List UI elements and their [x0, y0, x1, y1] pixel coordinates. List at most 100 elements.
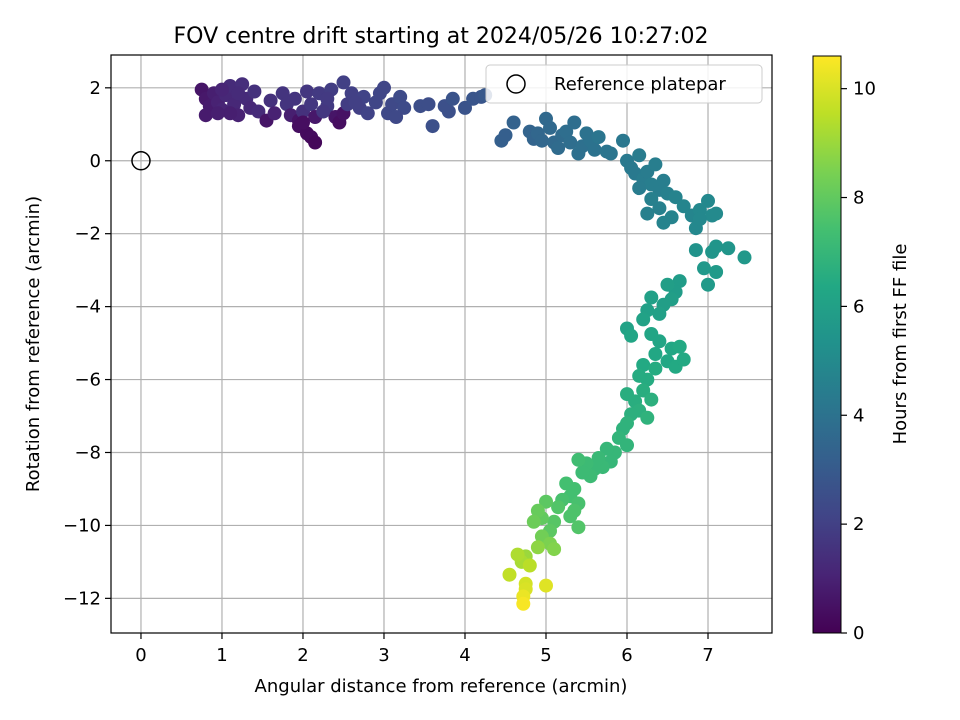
y-tick-label: 0 — [90, 151, 101, 172]
scatter-point — [539, 578, 553, 593]
scatter-point — [701, 277, 715, 292]
scatter-point — [648, 361, 663, 376]
x-tick-label: 3 — [378, 645, 389, 666]
scatter-point — [458, 100, 472, 115]
scatter-point — [640, 410, 655, 425]
scatter-point — [656, 215, 671, 230]
scatter-point — [648, 347, 663, 361]
scatter-point — [660, 277, 675, 292]
y-tick-label: −8 — [74, 442, 101, 463]
scatter-point — [709, 239, 724, 254]
scatter-point — [676, 352, 691, 367]
scatter-point — [251, 104, 266, 119]
scatter-point — [709, 206, 724, 221]
x-tick-label: 1 — [216, 645, 227, 666]
scatter-point — [721, 241, 736, 256]
points-layer — [194, 75, 752, 611]
colorbar-tick-label: 4 — [853, 405, 864, 426]
scatter-point — [697, 261, 711, 276]
scatter-point — [296, 115, 310, 130]
scatter-point — [656, 173, 671, 188]
scatter-point — [526, 514, 541, 529]
scatter-point — [737, 250, 752, 265]
colorbar-label: Hours from first FF file — [890, 244, 911, 445]
scatter-point — [275, 86, 290, 101]
scatter-point — [559, 124, 574, 139]
scatter-point — [421, 97, 436, 112]
scatter-point — [632, 181, 647, 196]
x-ticks: 0 1 2 3 4 5 6 7 — [135, 633, 714, 666]
y-tick-label: −10 — [63, 515, 101, 536]
legend-entry-reference-platepar: Reference platepar — [554, 74, 726, 95]
colorbar-tick-label: 0 — [853, 623, 864, 644]
scatter-point — [498, 128, 513, 143]
scatter-point — [445, 91, 460, 106]
legend-box — [485, 64, 763, 104]
scatter-point — [559, 476, 574, 491]
scatter-point — [591, 451, 606, 465]
scatter-point — [510, 547, 525, 562]
scatter-point — [502, 567, 517, 582]
scatter-point — [320, 91, 335, 106]
x-axis-label: Angular distance from reference (arcmin) — [255, 676, 628, 697]
scatter-point — [316, 104, 331, 119]
legend-marker-icon — [506, 74, 526, 94]
plot-frame — [110, 54, 773, 634]
scatter-point — [506, 115, 521, 130]
scatter-point — [516, 596, 531, 611]
scatter-point — [231, 86, 246, 101]
scatter-point — [676, 199, 691, 214]
y-tick-label: −2 — [74, 224, 101, 245]
scatter-point — [632, 148, 647, 163]
scatter-point — [575, 465, 590, 480]
scatter-point — [652, 201, 667, 216]
colorbar-tick-label: 8 — [853, 188, 864, 209]
scatter-point — [223, 106, 238, 121]
x-tick-label: 4 — [459, 645, 470, 666]
x-tick-label: 6 — [621, 645, 632, 666]
scatter-point — [672, 274, 687, 289]
scatter-point — [543, 120, 557, 135]
y-tick-label: −6 — [74, 370, 101, 391]
scatter-point — [563, 135, 578, 150]
scatter-point — [377, 80, 391, 95]
scatter-point — [530, 503, 545, 518]
scatter-point — [616, 133, 630, 148]
colorbar-gradient — [812, 55, 842, 634]
scatter-point — [247, 84, 262, 99]
scatter-point — [263, 93, 278, 108]
scatter-point — [636, 312, 651, 327]
scatter-point — [688, 243, 703, 258]
scatter-point — [587, 142, 602, 157]
x-tick-label: 7 — [702, 645, 713, 666]
y-tick-label: −4 — [74, 297, 101, 318]
scatter-point — [652, 334, 667, 349]
scatter-point — [551, 500, 566, 515]
colorbar-tick-label: 2 — [853, 514, 864, 535]
scatter-point — [530, 540, 545, 555]
scatter-point — [644, 290, 659, 305]
scatter-point — [644, 192, 659, 206]
scatter-point — [563, 509, 578, 524]
scatter-point — [534, 133, 549, 148]
scatter-point — [644, 392, 659, 407]
scatter-point — [709, 265, 724, 279]
y-axis-label: Rotation from reference (arcmin) — [23, 196, 44, 492]
scatter-point — [701, 193, 715, 208]
x-tick-label: 5 — [540, 645, 551, 666]
scatter-point — [571, 452, 586, 467]
colorbar: 0 2 4 6 8 10 Hours from first FF file — [812, 55, 911, 644]
y-ticks: −12 −10 −8 −6 −4 −2 0 2 — [63, 78, 111, 609]
legend: Reference platepar — [485, 64, 763, 104]
scatter-point — [308, 135, 323, 150]
y-tick-label: −12 — [63, 588, 101, 609]
scatter-point — [636, 383, 651, 398]
scatter-point — [300, 84, 314, 99]
scatter-point — [668, 190, 683, 205]
scatter-point — [397, 100, 412, 115]
scatter-point — [267, 106, 282, 121]
scatter-point — [672, 339, 687, 354]
scatter-point — [591, 130, 606, 145]
scatter-point — [652, 306, 667, 321]
